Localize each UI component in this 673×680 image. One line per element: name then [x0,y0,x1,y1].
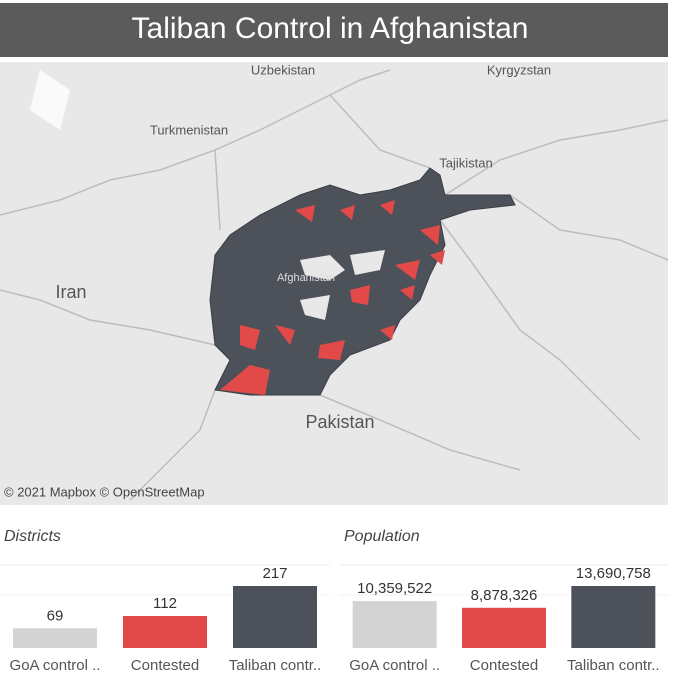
map-label: Uzbekistan [251,62,315,77]
value-label: 69 [47,607,64,624]
bar [352,601,437,648]
x-tick-label: Contested [470,657,538,674]
bar [13,628,97,648]
map-label: Kyrgyzstan [487,62,551,77]
map-label: Iran [55,282,86,302]
bar [462,607,546,648]
attribution: © 2021 Mapbox © OpenStreetMap [4,484,205,499]
map-label: Turkmenistan [150,122,228,137]
value-label: 10,359,522 [357,580,432,597]
map-labels: Uzbekistan Kyrgyzstan Turkmenistan Tajik… [55,62,551,431]
value-label: 8,878,326 [471,587,538,604]
borders [0,69,669,501]
x-tick-label: Taliban contr.. [567,657,660,674]
bar [123,616,207,648]
title-bar [0,3,668,57]
x-tick-label: GoA control .. [10,657,101,674]
map-gaps [300,250,385,320]
value-label: 13,690,758 [576,565,651,582]
map-label: Afghanistan [277,272,335,284]
map: Uzbekistan Kyrgyzstan Turkmenistan Tajik… [0,62,669,505]
map-label: Tajikistan [439,155,492,170]
chart-title: Districts [4,528,61,545]
title: Taliban Control in Afghanistan [132,12,529,45]
bar [571,586,656,648]
chart-title: Population [344,528,420,545]
x-tick-label: Contested [131,657,199,674]
map-label: Pakistan [305,412,374,432]
value-label: 217 [262,565,287,582]
value-label: 112 [153,595,177,612]
contested-areas [220,200,445,395]
lake [30,70,70,130]
bar [233,586,317,648]
x-tick-label: Taliban contr.. [229,657,322,674]
x-tick-label: GoA control .. [349,657,440,674]
